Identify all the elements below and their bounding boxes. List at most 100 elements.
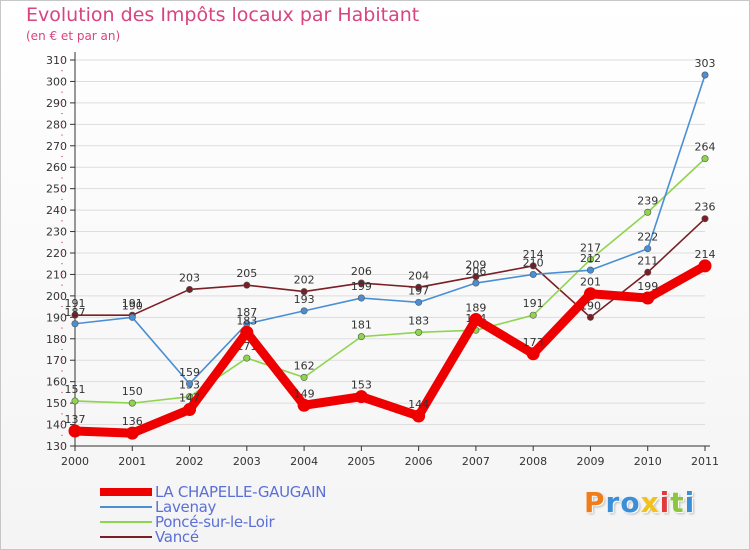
y-tick-label: 230 — [46, 226, 67, 239]
data-point-lavenay — [128, 313, 136, 321]
data-label-ponce-sur-le-loir: 183 — [408, 314, 429, 327]
y-tick-label: 240 — [46, 204, 67, 217]
x-tick-label: 2006 — [405, 455, 433, 468]
data-point-ponce-sur-le-loir — [128, 399, 136, 407]
data-label-ponce-sur-le-loir: 191 — [523, 297, 544, 310]
data-point-lavenay — [701, 71, 709, 79]
data-label-lavenay: 190 — [122, 299, 143, 312]
data-label-lavenay: 210 — [523, 256, 544, 269]
x-tick-label: 2010 — [634, 455, 662, 468]
y-tick-label: 170 — [46, 354, 67, 367]
data-point-ponce-sur-le-loir — [186, 393, 194, 401]
data-label-la-chapelle-gaugain: 153 — [351, 379, 372, 392]
series-line-lavenay — [74, 74, 706, 385]
x-tick-label: 2008 — [519, 455, 547, 468]
data-label-la-chapelle-gaugain: 189 — [465, 301, 486, 314]
legend-swatch-lavenay — [100, 506, 152, 508]
y-tick-label: 160 — [46, 376, 67, 389]
y-tick-label: 280 — [46, 118, 67, 131]
logo-letter: t — [670, 486, 685, 519]
data-label-lavenay: 197 — [408, 284, 429, 297]
series-line-ponce-sur-le-loir — [74, 157, 706, 404]
legend-label-vance: Vancé — [155, 528, 199, 546]
logo-letter: x — [640, 486, 660, 519]
data-point-ponce-sur-le-loir — [71, 397, 79, 405]
data-point-la-chapelle-gaugain — [240, 325, 254, 339]
data-label-vance: 236 — [695, 201, 716, 214]
data-label-lavenay: 212 — [580, 252, 601, 265]
logo-letter: o — [620, 486, 641, 519]
data-point-lavenay — [186, 380, 194, 388]
data-point-vance — [529, 262, 537, 270]
data-point-la-chapelle-gaugain — [526, 347, 540, 361]
data-point-lavenay — [472, 279, 480, 287]
data-point-ponce-sur-le-loir — [701, 155, 709, 163]
x-tick-label: 2000 — [61, 455, 89, 468]
data-label-ponce-sur-le-loir: 181 — [351, 319, 372, 332]
data-point-vance — [644, 268, 652, 276]
data-label-la-chapelle-gaugain: 144 — [408, 398, 429, 411]
y-tick-label: 250 — [46, 183, 67, 196]
data-point-ponce-sur-le-loir — [415, 328, 423, 336]
data-label-la-chapelle-gaugain: 147 — [179, 392, 200, 405]
data-point-lavenay — [415, 298, 423, 306]
data-label-la-chapelle-gaugain: 199 — [637, 280, 658, 293]
data-label-ponce-sur-le-loir: 217 — [580, 241, 601, 254]
data-point-vance — [300, 288, 308, 296]
legend-label-lavenay: Lavenay — [155, 498, 217, 516]
series-line-vance — [74, 217, 706, 319]
data-label-ponce-sur-le-loir: 150 — [122, 385, 143, 398]
data-label-lavenay: 199 — [351, 280, 372, 293]
data-label-ponce-sur-le-loir: 162 — [294, 359, 315, 372]
data-label-vance: 202 — [294, 274, 315, 287]
data-label-lavenay: 303 — [695, 57, 716, 70]
data-label-la-chapelle-gaugain: 173 — [523, 336, 544, 349]
data-label-ponce-sur-le-loir: 264 — [695, 141, 716, 154]
data-label-la-chapelle-gaugain: 183 — [236, 314, 257, 327]
data-label-la-chapelle-gaugain: 137 — [65, 413, 86, 426]
data-point-lavenay — [644, 245, 652, 253]
data-point-lavenay — [529, 270, 537, 278]
data-label-lavenay: 187 — [65, 306, 86, 319]
data-label-lavenay: 159 — [179, 366, 200, 379]
x-tick-label: 2011 — [691, 455, 719, 468]
x-tick-label: 2004 — [290, 455, 318, 468]
y-tick-label: 310 — [46, 54, 67, 67]
data-label-ponce-sur-le-loir: 239 — [637, 194, 658, 207]
data-label-vance: 206 — [351, 265, 372, 278]
data-label-vance: 204 — [408, 269, 429, 282]
data-label-vance: 191 — [65, 297, 86, 310]
data-point-lavenay — [300, 307, 308, 315]
data-label-vance: 209 — [465, 259, 486, 272]
x-tick-label: 2002 — [176, 455, 204, 468]
data-point-ponce-sur-le-loir — [300, 373, 308, 381]
data-point-la-chapelle-gaugain — [641, 291, 655, 305]
data-point-la-chapelle-gaugain — [469, 312, 483, 326]
y-tick-label: 300 — [46, 75, 67, 88]
data-point-vance — [243, 281, 251, 289]
data-point-vance — [186, 285, 194, 293]
data-label-lavenay: 206 — [465, 265, 486, 278]
logo-letter: P — [584, 486, 606, 519]
data-point-lavenay — [357, 294, 365, 302]
data-point-la-chapelle-gaugain — [583, 287, 597, 301]
y-tick-label: 260 — [46, 161, 67, 174]
data-label-la-chapelle-gaugain: 201 — [580, 276, 601, 289]
data-point-la-chapelle-gaugain — [698, 259, 712, 273]
data-label-la-chapelle-gaugain: 214 — [695, 248, 716, 261]
logo-letter: i — [684, 486, 696, 519]
data-point-lavenay — [71, 320, 79, 328]
data-point-ponce-sur-le-loir — [243, 354, 251, 362]
y-tick-label: 140 — [46, 419, 67, 432]
data-point-lavenay — [586, 266, 594, 274]
legend-label-la-chapelle-gaugain: LA CHAPELLE-GAUGAIN — [155, 483, 327, 501]
data-label-vance: 203 — [179, 271, 200, 284]
data-point-la-chapelle-gaugain — [412, 409, 426, 423]
proxiti-logo: Proxiti — [584, 486, 695, 519]
data-point-ponce-sur-le-loir — [586, 255, 594, 263]
data-label-ponce-sur-le-loir: 151 — [65, 383, 86, 396]
data-label-vance: 211 — [637, 254, 658, 267]
data-point-ponce-sur-le-loir — [529, 311, 537, 319]
legend-swatch-ponce-sur-le-loir — [100, 521, 152, 523]
